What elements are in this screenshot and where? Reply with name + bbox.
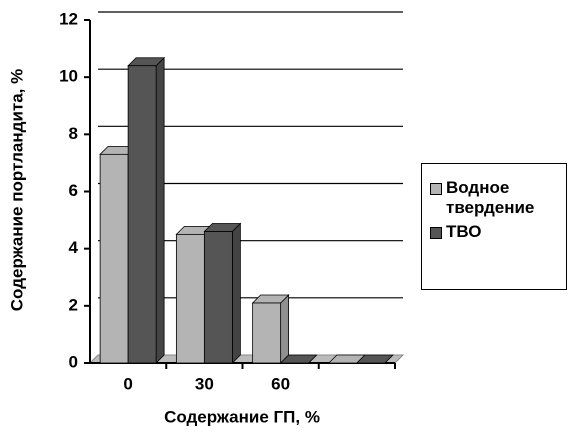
bar: [127, 65, 157, 364]
bar: [99, 153, 129, 364]
x-tick-label: 60: [271, 374, 290, 393]
bar-top: [279, 354, 318, 364]
bar-side: [280, 294, 290, 364]
bar-top: [355, 354, 394, 364]
bar-side: [155, 56, 165, 364]
y-tick-label: 2: [69, 295, 78, 314]
x-axis-label: Содержание ГП, %: [164, 407, 320, 426]
bar-side: [231, 222, 241, 364]
legend-entry: ТВО: [430, 222, 562, 242]
y-tick-label: 10: [59, 67, 78, 86]
y-tick-label: 8: [69, 124, 78, 143]
legend-swatch: [430, 227, 442, 239]
legend-swatch: [430, 183, 442, 195]
bar: [175, 233, 205, 364]
y-tick-label: 0: [69, 352, 78, 371]
y-tick-label: 4: [69, 238, 79, 257]
bar: [252, 302, 282, 364]
legend-entry: Водное твердение: [430, 178, 562, 218]
y-axis-label: Содержание портландита, %: [7, 69, 26, 311]
bar: [203, 231, 233, 364]
legend-label: ТВО: [446, 222, 482, 241]
legend: Водное твердение ТВО: [421, 163, 567, 290]
y-tick-label: 6: [69, 181, 78, 200]
x-tick-label: 30: [195, 374, 214, 393]
x-tick-label: 0: [123, 374, 132, 393]
y-tick-label: 12: [59, 9, 78, 28]
legend-label: Водное твердение: [446, 178, 535, 217]
